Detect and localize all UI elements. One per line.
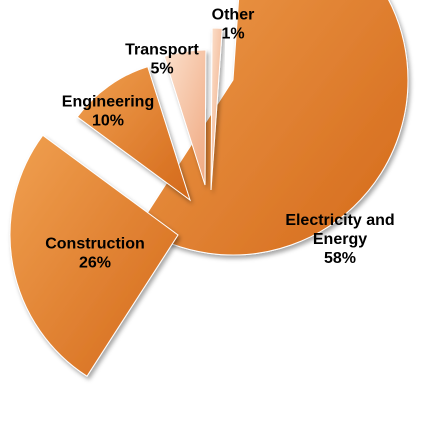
pie-slice-electricity-and-energy xyxy=(137,0,409,256)
pie-slice-transport xyxy=(163,49,207,186)
pie-slice-construction xyxy=(9,134,179,377)
pie-slice-engineering xyxy=(76,65,191,202)
slice-label-transport: Transport 5% xyxy=(125,42,199,78)
slice-label-other: Other 1% xyxy=(212,7,255,43)
slice-label-electricity-and-energy: Electricity and Energy 58% xyxy=(285,212,394,267)
slice-label-engineering: Engineering 10% xyxy=(62,94,154,130)
slice-label-construction: Construction 26% xyxy=(45,236,145,272)
pie-slice-other xyxy=(210,27,223,191)
